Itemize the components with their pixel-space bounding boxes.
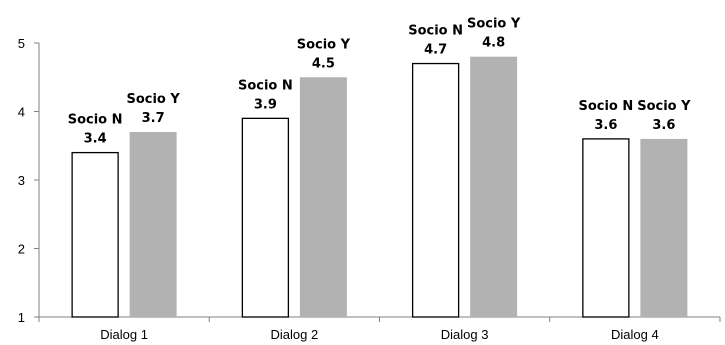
data-label-value: 4.8: [482, 36, 505, 51]
data-label-value: 4.5: [312, 56, 335, 71]
data-label-series-name: Socio N: [408, 24, 463, 39]
data-label-value: 3.6: [594, 118, 617, 133]
data-label-series-name: Socio N: [238, 78, 293, 93]
y-tick-label: 3: [18, 173, 25, 188]
data-label-series-name: Socio N: [68, 113, 123, 128]
data-label-series-name: Socio Y: [637, 99, 691, 114]
x-tick-label: Dialog 4: [611, 327, 659, 342]
x-tick-label: Dialog 1: [100, 327, 148, 342]
data-label-value: 4.7: [424, 43, 447, 58]
x-tick-label: Dialog 2: [271, 327, 319, 342]
bars: [71, 56, 688, 318]
bar-socio-n: [411, 62, 460, 318]
data-label-series-name: Socio Y: [297, 37, 351, 52]
data-label-series-name: Socio N: [578, 99, 633, 114]
bar-socio-n: [582, 138, 630, 318]
data-label-value: 3.9: [254, 97, 277, 112]
y-tick-label: 5: [18, 36, 25, 51]
data-label-value: 3.6: [652, 118, 675, 133]
bar-socio-n: [241, 117, 290, 318]
y-tick-label: 4: [18, 105, 25, 120]
data-labels: Socio N 3.4 Socio Y 3.7 Socio N 3.9 Socio Y 4.5…: [68, 17, 691, 147]
y-tick-label: 1: [18, 310, 25, 325]
data-label-value: 3.7: [142, 111, 165, 126]
data-label-series-name: Socio Y: [126, 92, 180, 107]
bar-socio-y: [299, 77, 347, 317]
bar-socio-y: [470, 56, 518, 317]
bar-socio-n: [71, 151, 119, 318]
data-label-series-name: Socio Y: [467, 17, 521, 32]
bar-socio-y: [640, 138, 688, 317]
data-label-value: 3.4: [84, 132, 107, 147]
bar-socio-y: [129, 132, 177, 317]
y-tick-label: 2: [18, 242, 25, 257]
x-tick-label: Dialog 3: [441, 327, 489, 342]
